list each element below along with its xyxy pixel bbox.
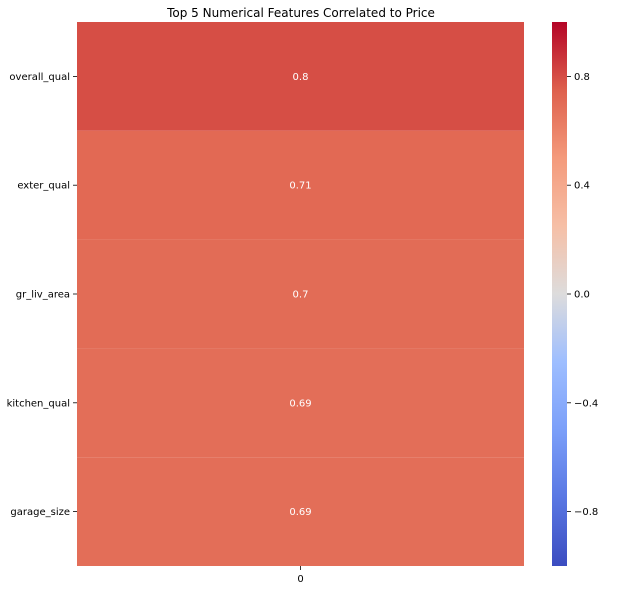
heatmap-cell bbox=[77, 22, 524, 131]
colorbar-tick-label: −0.8 bbox=[574, 507, 598, 518]
row-tick-label: garage_size bbox=[10, 507, 70, 518]
colorbar-ticks: 0.8 0.4 0.0 −0.4 −0.8 bbox=[567, 72, 598, 518]
row-tick-labels: overall_qual exter_qual gr_liv_areakitchen… bbox=[7, 72, 77, 518]
column-tick-label: 0 bbox=[297, 574, 303, 585]
colorbar-tick-label: 0.8 bbox=[574, 72, 590, 83]
row-tick-label: exter_qual bbox=[17, 181, 70, 192]
heatmap-cell bbox=[77, 348, 524, 458]
heatmap-cell bbox=[77, 457, 524, 566]
row-tick-label: kitchen_qual bbox=[7, 398, 70, 409]
heatmap-cells: 0.8 0.71 0.7 0.69 0.69 bbox=[77, 22, 524, 566]
cell-value-label: 0.71 bbox=[289, 181, 311, 192]
heatmap-cell bbox=[77, 239, 524, 349]
row-tick-label: overall_qual bbox=[9, 72, 70, 83]
cell-value-label: 0.8 bbox=[293, 72, 309, 83]
cell-value-label: 0.7 bbox=[293, 290, 309, 301]
chart-title: Top 5 Numerical Features Correlated to P… bbox=[166, 6, 435, 20]
cell-value-label: 0.69 bbox=[289, 398, 311, 409]
colorbar-tick-label: 0.0 bbox=[574, 290, 590, 301]
heatmap-cell bbox=[77, 130, 524, 240]
row-tick-label: gr_liv_area bbox=[16, 290, 70, 301]
cell-value-label: 0.69 bbox=[289, 507, 311, 518]
column-tick-labels: 0 bbox=[297, 566, 304, 585]
colorbar-tick-label: 0.4 bbox=[574, 181, 590, 192]
colorbar-tick-label: −0.4 bbox=[574, 398, 598, 409]
colorbar bbox=[552, 22, 567, 566]
